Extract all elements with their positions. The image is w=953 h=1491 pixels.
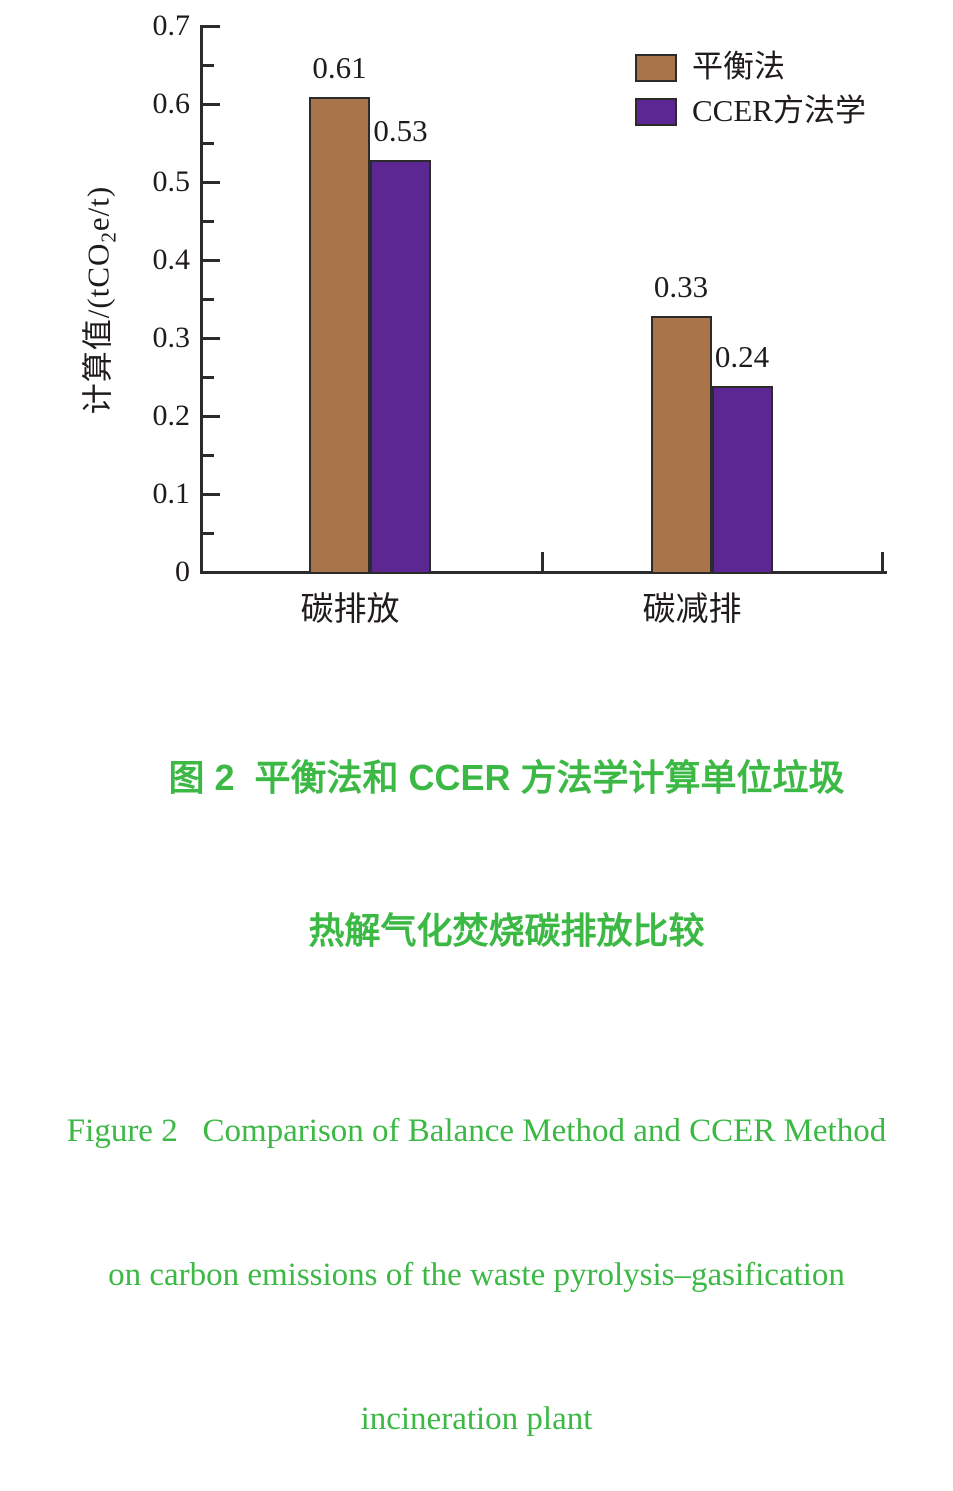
bar-series0-cat1	[650, 316, 712, 574]
caption-english-line1: Figure 2 Comparison of Balance Method an…	[66, 1113, 887, 1149]
y-minor-tick	[203, 454, 214, 457]
bar-value-label: 0.61	[312, 50, 367, 85]
y-tick-label: 0.5	[152, 165, 191, 198]
y-tick-label: 0	[175, 555, 190, 588]
x-tick	[881, 552, 884, 571]
y-axis-title: 计算值/(tCO2e/t)	[73, 186, 122, 414]
bar-series1-cat0	[370, 160, 431, 574]
y-major-tick	[203, 25, 220, 28]
caption-chinese-line2: 热解气化焚烧碳排放比较	[308, 910, 705, 951]
x-tick	[541, 552, 544, 571]
y-tick-label: 0.3	[152, 321, 191, 354]
y-major-tick	[203, 103, 220, 106]
y-minor-tick	[203, 64, 214, 67]
x-category-label: 碳排放	[300, 592, 400, 628]
caption-chinese: 图 2 平衡法和 CCER 方法学计算单位垃圾 热解气化焚烧碳排放比较	[0, 650, 953, 1007]
x-category-label: 碳减排	[642, 592, 742, 628]
legend-label-0: 平衡法	[692, 49, 785, 84]
caption-chinese-line1: 图 2 平衡法和 CCER 方法学计算单位垃圾	[168, 757, 845, 798]
y-major-tick	[203, 259, 220, 262]
y-tick-label: 0.6	[152, 87, 191, 120]
figure-page: { "chart_data": { "type": "bar", "title"…	[0, 0, 953, 1437]
y-tick-label: 0.7	[152, 9, 191, 42]
y-tick-label: 0.2	[152, 399, 191, 432]
y-axis-title-subscript: 2	[96, 231, 121, 243]
bar-value-label: 0.33	[653, 269, 709, 304]
y-major-tick	[203, 415, 220, 418]
bar-chart: 计算值/(tCO2e/t) 0 0.1 0.2 0.3 0.4 0.5 0.6 0.7 0.61…	[0, 0, 953, 648]
y-axis-line	[200, 25, 203, 574]
y-tick-label: 0.4	[152, 243, 191, 276]
x-axis-line	[200, 571, 887, 574]
y-tick-label: 0.1	[152, 477, 191, 510]
bar-series1-cat1	[711, 386, 773, 574]
legend-swatch-1	[635, 98, 677, 126]
y-minor-tick	[203, 298, 214, 301]
bar-value-label: 0.53	[373, 113, 428, 148]
y-minor-tick	[203, 376, 214, 379]
bar-value-label: 0.24	[714, 339, 770, 374]
bar-series0-cat0	[309, 97, 370, 574]
caption-english-line3: incineration plant	[360, 1401, 593, 1437]
legend-label-1: CCER方法学	[692, 93, 866, 128]
caption-english: Figure 2 Comparison of Balance Method an…	[0, 1011, 953, 1491]
legend-swatch-0	[635, 54, 677, 82]
y-minor-tick	[203, 220, 214, 223]
y-minor-tick	[203, 142, 214, 145]
y-major-tick	[203, 181, 220, 184]
y-major-tick	[203, 493, 220, 496]
y-minor-tick	[203, 532, 214, 535]
y-major-tick	[203, 337, 220, 340]
caption-english-line2: on carbon emissions of the waste pyrolys…	[108, 1257, 845, 1293]
